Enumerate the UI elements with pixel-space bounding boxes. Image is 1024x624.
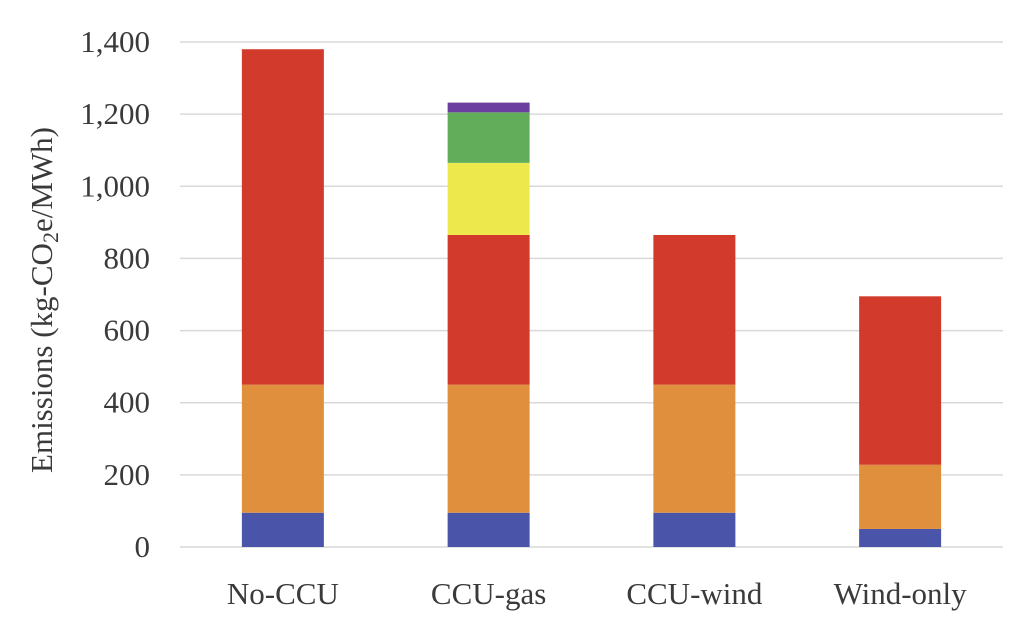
bars [241, 49, 942, 547]
y-tick-label: 1,000 [80, 168, 150, 203]
bar-segment [447, 162, 530, 235]
y-tick-label: 0 [135, 529, 151, 564]
y-axis-ticks: 0 200 400 600 800 1,000 1,200 1,400 [80, 24, 150, 564]
bar-segment [447, 234, 530, 385]
y-tick-label: 400 [104, 385, 151, 420]
y-axis-label: Emissions (kg-CO2e/MWh) [24, 127, 63, 473]
y-tick-label: 1,400 [80, 24, 150, 59]
x-category-label: No-CCU [227, 576, 339, 611]
bar-segment [447, 102, 530, 113]
bar-segment [241, 49, 324, 385]
bar-segment [447, 512, 530, 547]
bar-segment [859, 464, 942, 529]
x-category-label: CCU-wind [626, 576, 763, 611]
bar-segment [653, 512, 736, 547]
x-category-label: CCU-gas [431, 576, 546, 611]
y-tick-label: 1,200 [80, 96, 150, 131]
x-axis-categories: No-CCU CCU-gas CCU-wind Wind-only [227, 576, 967, 611]
bar-segment [653, 234, 736, 385]
bar-segment [859, 296, 942, 465]
bar-segment [447, 384, 530, 513]
bar-segment [447, 112, 530, 163]
y-tick-label: 600 [104, 313, 151, 348]
x-category-label: Wind-only [834, 576, 968, 611]
bar-segment [241, 384, 324, 513]
y-tick-label: 200 [104, 457, 151, 492]
bar-segment [241, 512, 324, 547]
bar-segment [653, 384, 736, 513]
y-tick-label: 800 [104, 240, 151, 275]
bar-segment [859, 528, 942, 547]
